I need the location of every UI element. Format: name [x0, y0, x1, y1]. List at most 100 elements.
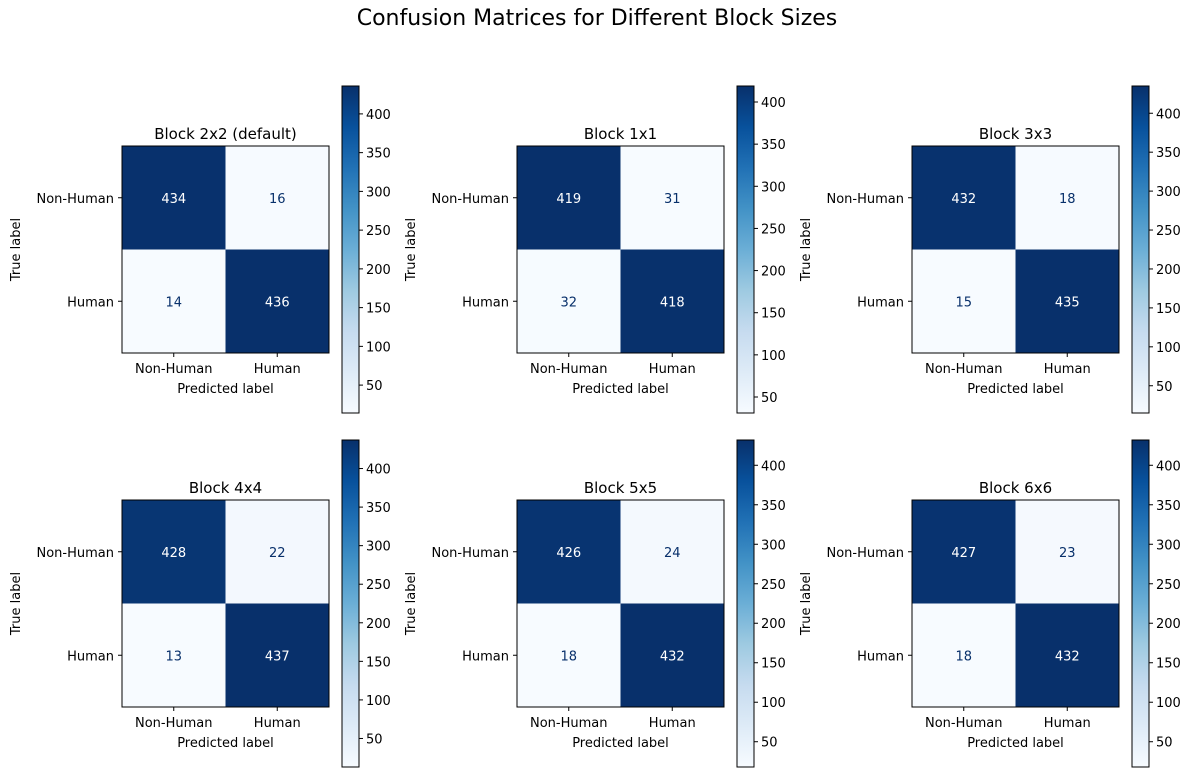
panel-1-colorbar-label-0: 50	[366, 379, 383, 394]
panel-5-colorbar-label-6: 350	[761, 499, 786, 514]
panel-6-cell-1-1	[1015, 603, 1119, 707]
panel-2-colorbar-label-4: 250	[761, 222, 786, 237]
panel-4-xtick-label-1: Human	[254, 716, 301, 731]
panel-5-title: Block 5x5	[584, 479, 657, 497]
panel-1-title: Block 2x2 (default)	[154, 125, 297, 143]
panel-1-cell-1-0	[122, 249, 226, 353]
panel-2-cell-1-1	[620, 249, 724, 353]
panel-6-cell-1-0	[912, 603, 1016, 707]
panel-1-xtick-label-1: Human	[254, 362, 301, 377]
panel-6-xtick-label-0: Non-Human	[925, 716, 1003, 731]
panel-4-cell-0-0	[122, 500, 226, 604]
panel-1-colorbar-label-5: 300	[366, 185, 391, 200]
panel-3-frame	[911, 145, 1120, 354]
panel-2-cell-0-0	[517, 146, 621, 250]
panel-2-colorbar-label-7: 400	[761, 96, 786, 111]
panel-2-colorbar	[737, 86, 754, 413]
panel-6-colorbar-label-2: 150	[1156, 657, 1181, 672]
panel-3-title: Block 3x3	[979, 125, 1052, 143]
panel-1-colorbar-label-2: 150	[366, 302, 391, 317]
panel-4-colorbar-label-5: 300	[366, 540, 391, 555]
panel-4-colorbar-label-0: 50	[366, 732, 383, 747]
panel-1-colorbar-frame	[341, 85, 360, 414]
panel-4-colorbar-label-2: 150	[366, 655, 391, 670]
panel-5-colorbar-label-4: 250	[761, 578, 786, 593]
panel-4-colorbar	[342, 440, 359, 767]
panel-5-colorbar-label-2: 150	[761, 657, 786, 672]
panel-1-cell-0-0	[122, 146, 226, 250]
panel-4-cell-0-1	[225, 500, 329, 604]
panel-5-xtick-label-0: Non-Human	[530, 716, 608, 731]
panel-6-value-1-0: 18	[955, 649, 972, 664]
panel-2-value-1-0: 32	[560, 295, 577, 310]
panel-6-colorbar-label-0: 50	[1156, 736, 1173, 751]
panel-1-ylabel: True label	[9, 218, 24, 282]
panel-5-cell-1-1	[620, 603, 724, 707]
panel-6-cell-0-0	[912, 500, 1016, 604]
panel-2-cell-1-0	[517, 249, 621, 353]
panel-6-cell-0-1	[1015, 500, 1119, 604]
panel-5-colorbar-label-0: 50	[761, 736, 778, 751]
panel-3-colorbar-label-6: 350	[1156, 146, 1181, 161]
panel-6-colorbar-label-3: 200	[1156, 617, 1181, 632]
panel-4-colorbar-label-7: 400	[366, 463, 391, 478]
panel-4-ytick-label-1: Human	[67, 649, 114, 664]
panel-6-xlabel: Predicted label	[967, 736, 1064, 751]
panel-2-value-0-0: 419	[556, 192, 581, 207]
panel-5-colorbar-label-7: 400	[761, 459, 786, 474]
panel-3-colorbar-label-2: 150	[1156, 302, 1181, 317]
panel-4-value-0-1: 22	[269, 546, 286, 561]
panel-5-colorbar-label-5: 300	[761, 538, 786, 553]
figure-title: Confusion Matrices for Different Block S…	[356, 6, 838, 31]
panel-5-frame	[516, 499, 725, 708]
panel-1-value-0-1: 16	[269, 192, 286, 207]
panel-1-cell-0-1	[225, 146, 329, 250]
panel-1-colorbar-label-6: 350	[366, 147, 391, 162]
panel-2-frame	[516, 145, 725, 354]
panel-3-colorbar-label-7: 400	[1156, 107, 1181, 122]
panel-3-cell-1-1	[1015, 249, 1119, 353]
panel-1-xtick-label-0: Non-Human	[135, 362, 213, 377]
panel-3-colorbar-label-1: 100	[1156, 341, 1181, 356]
panel-2-colorbar-frame	[736, 85, 755, 414]
panel-3-xlabel: Predicted label	[967, 382, 1064, 397]
panel-3-xtick-label-0: Non-Human	[925, 362, 1003, 377]
panel-6-ytick-label-0: Non-Human	[827, 546, 905, 561]
panel-5-value-0-1: 24	[664, 546, 681, 561]
panel-4-value-1-1: 437	[265, 649, 290, 664]
panel-6-ylabel: True label	[799, 572, 814, 636]
panel-2-colorbar-label-5: 300	[761, 180, 786, 195]
panel-2-ylabel: True label	[404, 218, 419, 282]
panel-6-value-0-1: 23	[1059, 546, 1076, 561]
panel-3-value-1-0: 15	[955, 295, 972, 310]
panel-4-value-0-0: 428	[161, 546, 186, 561]
panel-5-colorbar-label-3: 200	[761, 617, 786, 632]
panel-4-ylabel: True label	[9, 572, 24, 636]
panel-4-xtick-label-0: Non-Human	[135, 716, 213, 731]
panel-1-colorbar-label-3: 200	[366, 263, 391, 278]
panel-6-colorbar-label-7: 400	[1156, 459, 1181, 474]
panel-3-cell-0-1	[1015, 146, 1119, 250]
panel-5-ylabel: True label	[404, 572, 419, 636]
panel-6-frame	[911, 499, 1120, 708]
panel-4-colorbar-label-6: 350	[366, 501, 391, 516]
panel-3-value-0-1: 18	[1059, 192, 1076, 207]
panel-1-value-1-0: 14	[165, 295, 182, 310]
panel-5-colorbar	[737, 440, 754, 767]
panel-1-cell-1-1	[225, 249, 329, 353]
panel-4-colorbar-label-4: 250	[366, 578, 391, 593]
panel-5-ytick-label-0: Non-Human	[432, 546, 510, 561]
panel-2-xlabel: Predicted label	[572, 382, 669, 397]
panel-5-colorbar-frame	[736, 439, 755, 768]
panel-1-value-1-1: 436	[265, 295, 290, 310]
panel-6-colorbar-label-5: 300	[1156, 538, 1181, 553]
panel-3-colorbar-frame	[1131, 85, 1150, 414]
panel-2-title: Block 1x1	[584, 125, 657, 143]
panel-3-value-1-1: 435	[1055, 295, 1080, 310]
panel-2-ytick-label-0: Non-Human	[432, 192, 510, 207]
panel-6-ytick-label-1: Human	[857, 649, 904, 664]
panel-4-cell-1-0	[122, 603, 226, 707]
panel-6-value-0-0: 427	[951, 546, 976, 561]
panel-2-ytick-label-1: Human	[462, 295, 509, 310]
panel-4-ytick-label-0: Non-Human	[37, 546, 115, 561]
